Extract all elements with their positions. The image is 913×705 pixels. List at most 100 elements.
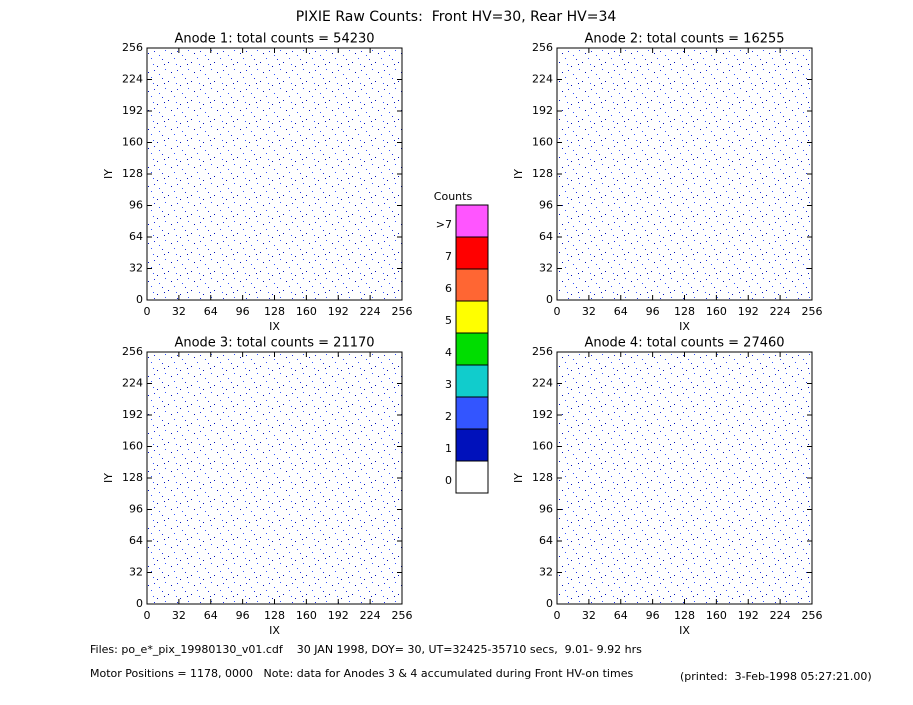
y-tick-label: 224: [122, 73, 143, 86]
y-tick-label: 128: [122, 471, 143, 484]
x-tick-label: 224: [770, 609, 791, 622]
y-tick-label: 96: [539, 199, 553, 212]
y-tick-label: 256: [122, 41, 143, 54]
panel-title: Anode 1: total counts = 54230: [174, 32, 374, 47]
colorbar-swatch: [455, 300, 489, 334]
colorbar-label: 5: [445, 314, 452, 327]
x-tick-label: 256: [802, 609, 823, 622]
y-tick-label: 224: [532, 377, 553, 390]
heatmap: [147, 48, 402, 300]
x-tick-label: 128: [264, 609, 285, 622]
x-tick-label: 96: [646, 305, 660, 318]
colorbar-swatch: [455, 332, 489, 366]
x-tick-label: 224: [770, 305, 791, 318]
y-tick-label: 96: [539, 503, 553, 516]
x-tick-label: 0: [144, 305, 151, 318]
colorbar-swatch: [455, 364, 489, 398]
y-tick-label: 64: [129, 230, 143, 243]
y-tick-label: 256: [532, 345, 553, 358]
colorbar-swatch: [455, 428, 489, 462]
x-tick-label: 192: [328, 305, 349, 318]
x-tick-label: 128: [264, 305, 285, 318]
colorbar-swatch: [455, 396, 489, 430]
heatmap: [557, 352, 812, 604]
colorbar-swatch: [455, 460, 489, 494]
y-tick-label: 224: [532, 73, 553, 86]
panel-title: Anode 3: total counts = 21170: [174, 336, 374, 351]
x-tick-label: 224: [360, 609, 381, 622]
y-tick-label: 96: [129, 503, 143, 516]
y-tick-label: 0: [136, 597, 143, 610]
y-axis-label: IY: [102, 473, 115, 483]
y-tick-label: 64: [539, 534, 553, 547]
x-tick-label: 32: [582, 305, 596, 318]
y-tick-label: 128: [532, 471, 553, 484]
x-tick-label: 64: [204, 305, 218, 318]
y-tick-label: 128: [532, 167, 553, 180]
footer-printed: (printed: 3-Feb-1998 05:27:21.00): [680, 670, 872, 683]
heatmap: [147, 352, 402, 604]
colorbar-title: Counts: [434, 190, 473, 203]
y-tick-label: 160: [122, 440, 143, 453]
y-tick-label: 96: [129, 199, 143, 212]
colorbar-label: 0: [445, 474, 452, 487]
y-tick-label: 256: [532, 41, 553, 54]
x-tick-label: 224: [360, 305, 381, 318]
y-tick-label: 32: [129, 566, 143, 579]
x-tick-label: 64: [204, 609, 218, 622]
y-tick-label: 32: [129, 262, 143, 275]
y-tick-label: 32: [539, 566, 553, 579]
y-tick-label: 0: [546, 293, 553, 306]
colorbar-label: 7: [445, 250, 452, 263]
y-tick-label: 64: [539, 230, 553, 243]
y-tick-label: 192: [532, 408, 553, 421]
colorbar-label: 2: [445, 410, 452, 423]
y-tick-label: 128: [122, 167, 143, 180]
x-tick-label: 64: [614, 609, 628, 622]
x-tick-label: 0: [554, 305, 561, 318]
x-tick-label: 64: [614, 305, 628, 318]
x-tick-label: 160: [296, 305, 317, 318]
y-tick-label: 64: [129, 534, 143, 547]
colorbar-swatch: [455, 236, 489, 270]
y-tick-label: 256: [122, 345, 143, 358]
colorbar-swatch: [455, 204, 489, 238]
x-tick-label: 96: [236, 609, 250, 622]
x-tick-label: 192: [328, 609, 349, 622]
y-tick-label: 224: [122, 377, 143, 390]
x-tick-label: 96: [236, 305, 250, 318]
x-tick-label: 128: [674, 305, 695, 318]
colorbar-label: 6: [445, 282, 452, 295]
y-tick-label: 32: [539, 262, 553, 275]
colorbar-label: >7: [436, 218, 452, 231]
colorbar-label: 1: [445, 442, 452, 455]
panel-title: Anode 2: total counts = 16255: [584, 32, 784, 47]
footer-motor: Motor Positions = 1178, 0000 Note: data …: [90, 667, 633, 680]
x-tick-label: 256: [392, 609, 413, 622]
panel-title: Anode 4: total counts = 27460: [584, 336, 784, 351]
x-tick-label: 32: [582, 609, 596, 622]
x-tick-label: 0: [144, 609, 151, 622]
y-axis-label: IY: [512, 473, 525, 483]
x-tick-label: 160: [706, 609, 727, 622]
colorbar-swatch: [455, 268, 489, 302]
heatmap: [557, 48, 812, 300]
x-tick-label: 32: [172, 609, 186, 622]
y-tick-label: 0: [546, 597, 553, 610]
x-tick-label: 0: [554, 609, 561, 622]
y-axis-label: IY: [512, 169, 525, 179]
figure-title: PIXIE Raw Counts: Front HV=30, Rear HV=3…: [296, 9, 617, 25]
x-tick-label: 32: [172, 305, 186, 318]
x-axis-label: IX: [679, 320, 690, 333]
x-axis-label: IX: [269, 320, 280, 333]
colorbar-label: 3: [445, 378, 452, 391]
y-tick-label: 160: [122, 136, 143, 149]
x-tick-label: 160: [296, 609, 317, 622]
footer-files: Files: po_e*_pix_19980130_v01.cdf 30 JAN…: [90, 643, 642, 656]
x-axis-label: IX: [269, 624, 280, 637]
x-tick-label: 160: [706, 305, 727, 318]
x-axis-label: IX: [679, 624, 690, 637]
x-tick-label: 96: [646, 609, 660, 622]
y-axis-label: IY: [102, 169, 115, 179]
